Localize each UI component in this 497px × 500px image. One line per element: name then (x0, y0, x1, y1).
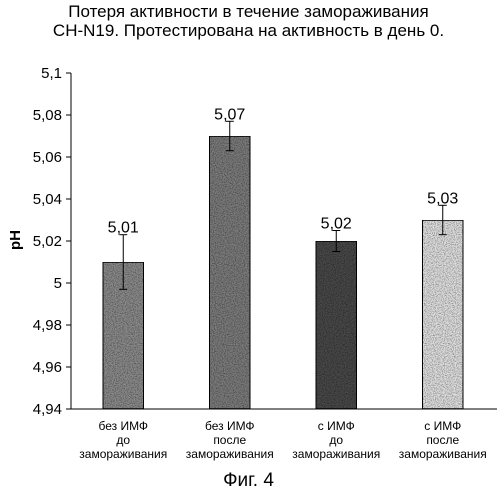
y-tick-label: 5,08 (33, 107, 62, 124)
x-axis-labels: без ИМФдозамораживаниябез ИМФпослезамора… (79, 419, 486, 461)
x-tick-label: после (213, 433, 246, 447)
data-label: 5,02 (321, 216, 352, 233)
x-tick-label: замораживания (186, 447, 274, 461)
y-tick-label: 5,02 (33, 233, 62, 250)
data-label: 5,03 (427, 190, 458, 207)
y-tick-label: 4,94 (33, 401, 62, 418)
y-tick-label: 5,04 (33, 191, 62, 208)
data-label: 5,01 (108, 220, 139, 237)
y-tick-label: 4,98 (33, 317, 62, 334)
bar (209, 136, 250, 409)
y-tick-label: 5,06 (33, 149, 62, 166)
y-tick-label: 4,96 (33, 359, 62, 376)
bar (422, 220, 463, 409)
x-tick-label: с ИМФ (318, 419, 355, 433)
x-tick-label: без ИМФ (98, 419, 148, 433)
x-tick-label: после (426, 433, 459, 447)
x-tick-label: без ИМФ (205, 419, 255, 433)
figure-caption: Фиг. 4 (0, 470, 497, 492)
y-tick-label: 5 (54, 275, 62, 292)
bar-series: 5,01 5,07 5,02 5,03 (103, 106, 464, 409)
x-tick-label: замораживания (292, 447, 380, 461)
x-tick-label: замораживания (399, 447, 487, 461)
bar-chart: pH 4,94 4,96 4,98 5 5,02 5,04 5,06 5,08 5,1 5,01… (0, 0, 497, 470)
x-tick-label: с ИМФ (424, 419, 461, 433)
y-axis-label: pH (7, 230, 24, 250)
y-tick-label: 5,1 (41, 65, 62, 82)
x-tick-label: до (329, 433, 343, 447)
x-tick-label: замораживания (79, 447, 167, 461)
x-tick-label: до (116, 433, 130, 447)
bar (316, 241, 357, 409)
data-label: 5,07 (214, 106, 245, 123)
